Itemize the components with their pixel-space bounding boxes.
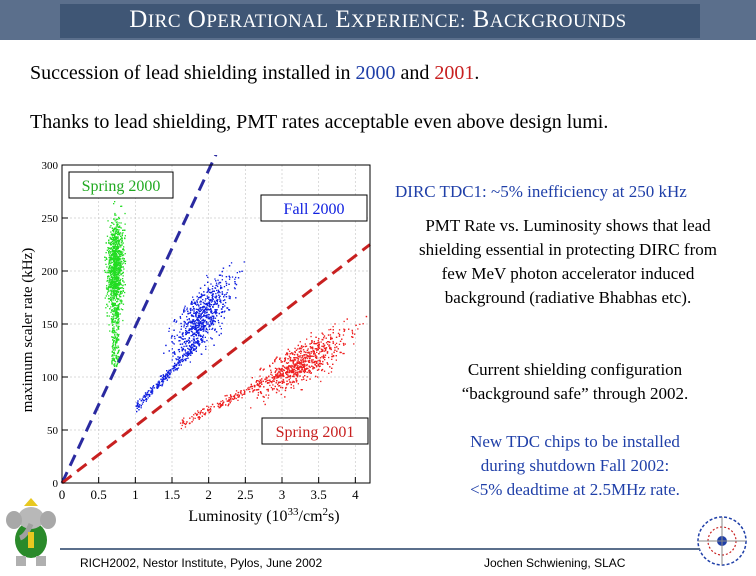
x-tick-label: 4 [352,487,359,502]
x-tick-label: 2.5 [237,487,253,502]
x-tick-label: 0.5 [91,487,107,502]
y-tick-label: 0 [53,478,59,490]
trend-line-1 [60,155,218,484]
series-fall-2000 [135,261,245,413]
x-tick-label: 1.5 [164,487,180,502]
legend-box-fall-2000 [260,194,368,222]
title-bar [0,0,756,40]
bullet-lead-shielding: Succession of lead shielding installed i… [30,62,480,84]
legend-label-fall-2000: Fall 2000 [284,201,345,218]
x-tick-label: 2 [205,487,212,502]
legend-box-spring-2001 [261,417,369,445]
bullet-pmt-rates: Thanks to lead shielding, PMT rates acce… [30,111,609,133]
tdc1-note: DIRC TDC1: ~5% inefficiency at 250 kHz [395,182,687,201]
y-tick-label: 250 [42,213,59,225]
x-tick-label: 0 [59,487,66,502]
legend-label-spring-2001: Spring 2001 [276,424,355,441]
series-spring-2000 [104,195,127,368]
series-spring-2001 [179,315,368,430]
footer-conference: RICH2002, Nestor Institute, Pylos, June … [80,556,323,570]
slac-logo-icon [697,516,747,566]
y-tick-label: 50 [47,425,59,437]
current-shielding-note: Current shielding configuration “backgro… [461,360,689,403]
scatter-chart: maximum scaler rate (kHz) 0 0.5 1 1.5 2 2.5 3 3… [20,155,371,525]
y-axis-label: maximum scaler rate (kHz) [20,248,36,413]
y-tick-label: 150 [42,319,59,331]
title-bar-inner [60,4,700,38]
legend-box-spring-2000 [68,171,174,199]
y-tick-label: 300 [42,160,59,172]
legend-label-spring-2000: Spring 2000 [82,178,161,195]
x-axis-label: Luminosity (1033/cm2s) [188,506,339,525]
new-tdc-note: New TDC chips to be installed during shu… [470,432,680,499]
footer-divider [60,548,700,550]
trend-line-2 [61,243,371,485]
pmt-rate-note: PMT Rate vs. Luminosity shows that lead … [419,216,717,307]
x-tick-label: 3 [279,487,286,502]
slide-title: DIRC OPERATIONAL EXPERIENCE: BACKGROUNDS [129,6,627,33]
footer-author: Jochen Schwiening, SLAC [484,556,626,570]
x-tick-label: 3.5 [311,487,327,502]
x-tick-label: 1 [132,487,139,502]
y-tick-label: 200 [42,266,59,278]
y-tick-label: 100 [42,372,59,384]
babar-elephant-icon [6,498,56,566]
